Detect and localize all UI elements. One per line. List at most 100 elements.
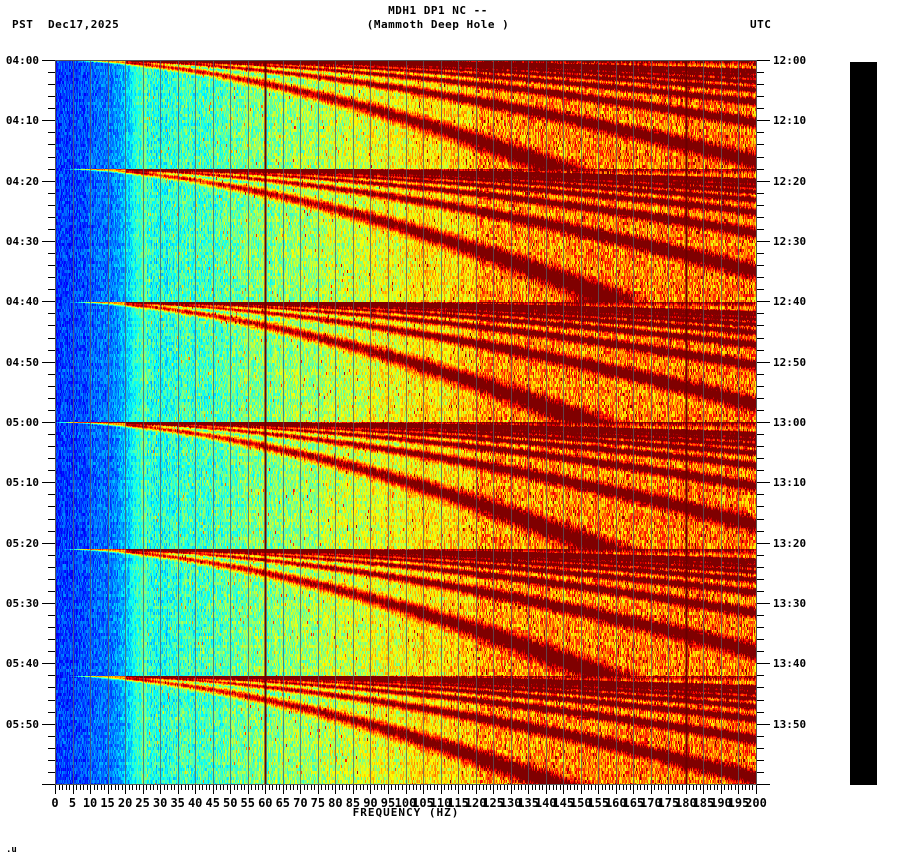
- y-tick-minor: [48, 156, 55, 158]
- x-tick-major: [142, 785, 144, 794]
- x-tick-major: [615, 785, 617, 794]
- x-tick-major: [633, 785, 635, 794]
- y-tick-minor: [757, 409, 764, 411]
- x-tick-minor: [678, 785, 680, 790]
- x-tick-label: 100: [394, 796, 417, 810]
- x-tick-minor: [482, 785, 484, 790]
- x-tick-major: [440, 785, 442, 794]
- x-tick-minor: [426, 785, 428, 790]
- utc-tick-label: 13:40: [773, 657, 807, 671]
- x-tick-label: 180: [675, 796, 697, 810]
- x-tick-minor: [535, 785, 537, 790]
- pst-tick-label: 04:20: [5, 174, 39, 188]
- x-tick-minor: [216, 785, 218, 790]
- utc-tick-label: 13:20: [773, 536, 807, 550]
- x-tick-major: [510, 785, 512, 794]
- x-tick-major: [247, 785, 249, 794]
- y-tick-minor: [757, 494, 764, 496]
- x-tick-major: [528, 785, 530, 794]
- x-tick-minor: [219, 785, 221, 790]
- x-tick-minor: [331, 785, 333, 790]
- x-tick-label: 50: [223, 796, 238, 810]
- x-tick-minor: [514, 785, 516, 790]
- y-tick-major: [757, 422, 770, 423]
- y-tick-major: [757, 241, 770, 242]
- y-tick-minor: [48, 446, 55, 448]
- y-tick-minor: [757, 216, 764, 218]
- x-tick-minor: [328, 785, 330, 790]
- pst-tick-label: 04:50: [5, 355, 39, 369]
- utc-tick-label: 12:30: [773, 235, 807, 248]
- y-tick-minor: [757, 506, 764, 508]
- y-tick-major: [42, 723, 55, 725]
- x-axis-title: FREQUENCY (HZ): [352, 806, 460, 819]
- x-tick-minor: [286, 785, 288, 790]
- x-tick-minor: [167, 785, 169, 790]
- x-tick-minor: [734, 785, 736, 790]
- x-tick-minor: [671, 785, 673, 790]
- header-date: Dec17,2025: [48, 18, 120, 31]
- x-tick-label: 95: [380, 796, 396, 810]
- x-tick-minor: [587, 785, 589, 790]
- x-tick-minor: [654, 785, 656, 790]
- y-tick-minor: [757, 530, 764, 532]
- x-tick-minor: [153, 785, 155, 790]
- spectrogram-plot: [55, 60, 757, 785]
- y-tick-minor: [757, 759, 764, 761]
- y-tick-major: [42, 482, 55, 484]
- pst-tick-label: 04:10: [5, 114, 39, 128]
- x-tick-minor: [566, 785, 568, 790]
- y-tick-minor: [757, 615, 764, 617]
- x-tick-minor: [489, 785, 491, 790]
- pst-tick-label: 04:40: [5, 295, 39, 309]
- x-tick-minor: [731, 785, 733, 790]
- y-tick-minor: [757, 590, 764, 592]
- y-tick-minor: [757, 72, 764, 74]
- y-tick-minor: [757, 337, 764, 339]
- x-tick-major: [423, 785, 425, 794]
- x-tick-major: [685, 785, 687, 794]
- x-tick-major: [475, 785, 477, 794]
- x-tick-minor: [531, 785, 533, 790]
- x-tick-label: 140: [534, 796, 557, 810]
- x-tick-minor: [363, 785, 365, 790]
- y-tick-minor: [757, 289, 764, 291]
- x-tick-major: [195, 785, 197, 794]
- x-tick-minor: [486, 785, 488, 790]
- x-tick-minor: [310, 785, 312, 790]
- y-tick-minor: [48, 72, 55, 74]
- x-tick-label: 110: [429, 796, 452, 810]
- y-tick-minor: [48, 349, 55, 351]
- y-tick-minor: [757, 470, 764, 472]
- y-tick-minor: [48, 96, 55, 98]
- x-tick-major: [703, 785, 705, 794]
- y-tick-major: [42, 120, 55, 122]
- y-tick-major: [757, 60, 770, 61]
- x-tick-major: [598, 785, 600, 794]
- y-tick-minor: [757, 578, 764, 580]
- y-tick-minor: [757, 108, 764, 110]
- x-tick-label: 70: [293, 796, 308, 810]
- utc-tick-label: 12:20: [773, 174, 807, 188]
- x-tick-minor: [608, 785, 610, 790]
- x-tick-minor: [622, 785, 624, 790]
- x-tick-minor: [391, 785, 393, 790]
- x-tick-minor: [342, 785, 344, 790]
- y-tick-major: [42, 603, 55, 604]
- header-timezone-left: PST: [12, 18, 34, 31]
- x-tick-major: [107, 785, 109, 794]
- x-tick-minor: [444, 785, 446, 790]
- x-tick-minor: [135, 785, 137, 790]
- x-tick-minor: [93, 785, 95, 790]
- x-tick-minor: [198, 785, 200, 790]
- y-tick-major: [42, 180, 55, 182]
- x-tick-minor: [461, 785, 463, 790]
- utc-tick-label: 12:10: [773, 114, 807, 128]
- y-tick-major: [757, 663, 770, 665]
- y-tick-minor: [48, 385, 55, 387]
- y-tick-minor: [48, 313, 55, 315]
- x-tick-minor: [359, 785, 361, 790]
- y-tick-minor: [48, 132, 55, 134]
- y-tick-minor: [48, 747, 55, 749]
- y-tick-minor: [757, 675, 764, 677]
